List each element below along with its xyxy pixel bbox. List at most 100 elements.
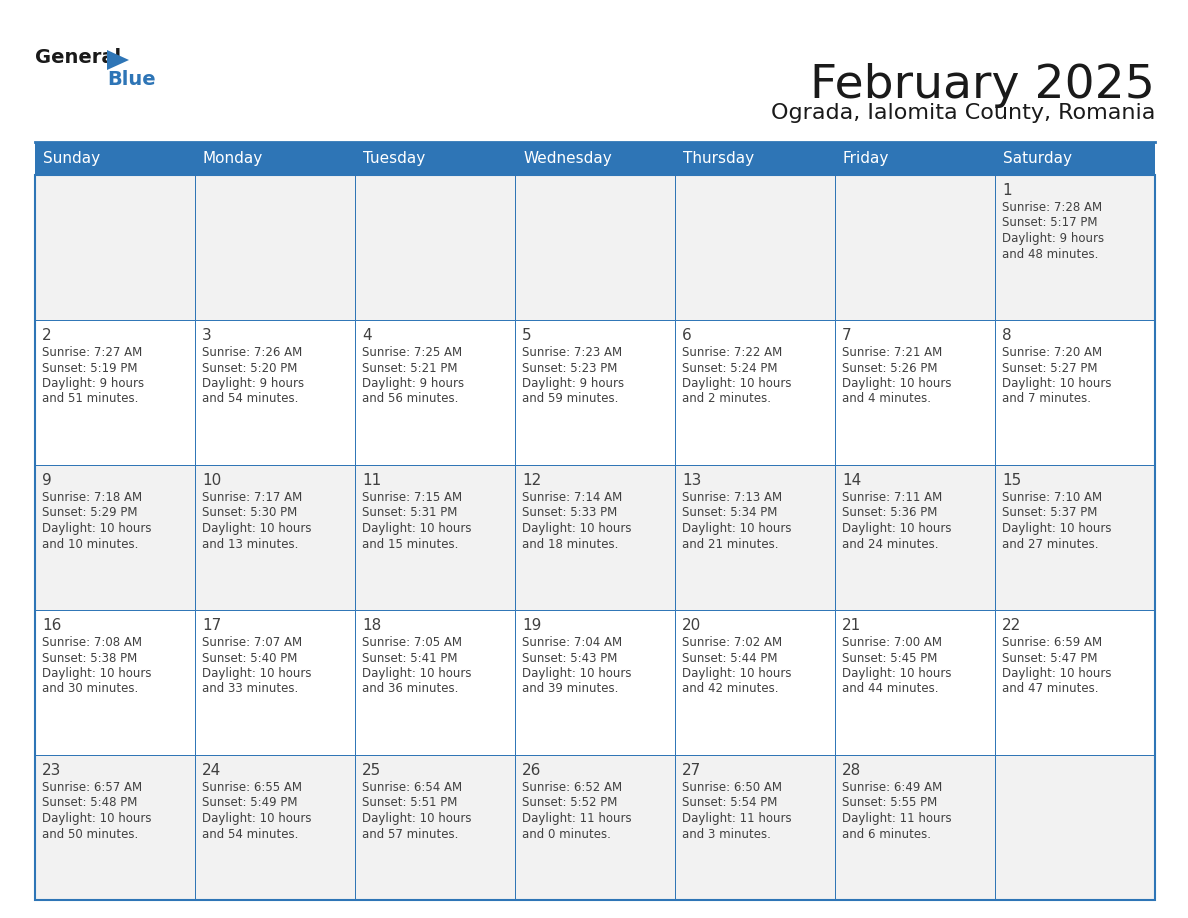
Bar [675, 320, 835, 465]
Text: 14: 14 [842, 473, 861, 488]
Text: Sunrise: 7:28 AM: Sunrise: 7:28 AM [1001, 201, 1102, 214]
Text: Sunrise: 7:20 AM: Sunrise: 7:20 AM [1001, 346, 1102, 359]
Text: Sunrise: 7:02 AM: Sunrise: 7:02 AM [682, 636, 782, 649]
Text: Sunset: 5:34 PM: Sunset: 5:34 PM [682, 507, 777, 520]
Text: Sunset: 5:27 PM: Sunset: 5:27 PM [1001, 362, 1098, 375]
Text: and 30 minutes.: and 30 minutes. [42, 682, 138, 696]
Text: and 21 minutes.: and 21 minutes. [682, 538, 778, 551]
Text: Sunrise: 7:11 AM: Sunrise: 7:11 AM [842, 491, 942, 504]
Text: 26: 26 [522, 763, 542, 778]
Text: 11: 11 [362, 473, 381, 488]
Text: 4: 4 [362, 328, 372, 343]
Text: and 54 minutes.: and 54 minutes. [202, 827, 298, 841]
Bar [516, 465, 675, 610]
Text: Sunset: 5:38 PM: Sunset: 5:38 PM [42, 652, 138, 665]
Text: Sunset: 5:31 PM: Sunset: 5:31 PM [362, 507, 457, 520]
Text: Sunset: 5:54 PM: Sunset: 5:54 PM [682, 797, 777, 810]
Text: Sunrise: 7:10 AM: Sunrise: 7:10 AM [1001, 491, 1102, 504]
Text: Daylight: 10 hours: Daylight: 10 hours [682, 522, 791, 535]
Text: Sunset: 5:47 PM: Sunset: 5:47 PM [1001, 652, 1098, 665]
Bar [34, 610, 195, 755]
Text: 8: 8 [1001, 328, 1012, 343]
Text: Sunrise: 6:50 AM: Sunrise: 6:50 AM [682, 781, 782, 794]
Text: Daylight: 10 hours: Daylight: 10 hours [202, 667, 311, 680]
Text: Daylight: 10 hours: Daylight: 10 hours [42, 522, 152, 535]
Text: 24: 24 [202, 763, 221, 778]
Text: and 4 minutes.: and 4 minutes. [842, 393, 931, 406]
Text: 2: 2 [42, 328, 51, 343]
Text: 13: 13 [682, 473, 701, 488]
Text: and 6 minutes.: and 6 minutes. [842, 827, 931, 841]
Text: Sunrise: 7:05 AM: Sunrise: 7:05 AM [362, 636, 462, 649]
Text: 19: 19 [522, 618, 542, 633]
Text: 28: 28 [842, 763, 861, 778]
Bar [835, 175, 996, 320]
Bar [675, 465, 835, 610]
Text: and 56 minutes.: and 56 minutes. [362, 393, 459, 406]
Text: and 36 minutes.: and 36 minutes. [362, 682, 459, 696]
Text: Sunset: 5:36 PM: Sunset: 5:36 PM [842, 507, 937, 520]
Text: and 33 minutes.: and 33 minutes. [202, 682, 298, 696]
Text: Sunset: 5:48 PM: Sunset: 5:48 PM [42, 797, 138, 810]
Text: Sunset: 5:44 PM: Sunset: 5:44 PM [682, 652, 777, 665]
Text: Daylight: 10 hours: Daylight: 10 hours [1001, 377, 1112, 390]
Bar [195, 755, 355, 900]
Text: 22: 22 [1001, 618, 1022, 633]
Text: Daylight: 9 hours: Daylight: 9 hours [42, 377, 144, 390]
Bar [355, 610, 516, 755]
Text: Daylight: 11 hours: Daylight: 11 hours [842, 812, 952, 825]
Text: Sunrise: 7:26 AM: Sunrise: 7:26 AM [202, 346, 302, 359]
Text: 16: 16 [42, 618, 62, 633]
Text: and 47 minutes.: and 47 minutes. [1001, 682, 1099, 696]
Text: 3: 3 [202, 328, 211, 343]
Text: Daylight: 9 hours: Daylight: 9 hours [522, 377, 624, 390]
Bar [195, 465, 355, 610]
Text: Sunset: 5:21 PM: Sunset: 5:21 PM [362, 362, 457, 375]
Text: Saturday: Saturday [1003, 151, 1072, 166]
Text: and 27 minutes.: and 27 minutes. [1001, 538, 1099, 551]
Text: Daylight: 10 hours: Daylight: 10 hours [362, 812, 472, 825]
Text: and 24 minutes.: and 24 minutes. [842, 538, 939, 551]
Text: Sunrise: 7:18 AM: Sunrise: 7:18 AM [42, 491, 143, 504]
Text: Sunrise: 7:07 AM: Sunrise: 7:07 AM [202, 636, 302, 649]
Text: and 13 minutes.: and 13 minutes. [202, 538, 298, 551]
Text: Tuesday: Tuesday [364, 151, 425, 166]
Text: Sunset: 5:51 PM: Sunset: 5:51 PM [362, 797, 457, 810]
Text: Sunset: 5:43 PM: Sunset: 5:43 PM [522, 652, 618, 665]
Text: Daylight: 10 hours: Daylight: 10 hours [202, 812, 311, 825]
Text: 6: 6 [682, 328, 691, 343]
Text: Daylight: 10 hours: Daylight: 10 hours [682, 667, 791, 680]
Text: 21: 21 [842, 618, 861, 633]
Text: and 18 minutes.: and 18 minutes. [522, 538, 619, 551]
Bar [195, 610, 355, 755]
Text: Ograda, Ialomita County, Romania: Ograda, Ialomita County, Romania [771, 103, 1155, 123]
Text: and 3 minutes.: and 3 minutes. [682, 827, 771, 841]
Bar [675, 610, 835, 755]
Text: Sunset: 5:52 PM: Sunset: 5:52 PM [522, 797, 618, 810]
Text: Daylight: 10 hours: Daylight: 10 hours [202, 522, 311, 535]
Bar [34, 175, 1155, 900]
Text: Daylight: 10 hours: Daylight: 10 hours [522, 667, 632, 680]
Text: and 0 minutes.: and 0 minutes. [522, 827, 611, 841]
Bar [675, 175, 835, 320]
Text: and 51 minutes.: and 51 minutes. [42, 393, 138, 406]
Text: Wednesday: Wednesday [523, 151, 612, 166]
Text: General: General [34, 48, 121, 67]
Text: 12: 12 [522, 473, 542, 488]
Text: Sunrise: 7:27 AM: Sunrise: 7:27 AM [42, 346, 143, 359]
Text: 9: 9 [42, 473, 52, 488]
Text: February 2025: February 2025 [810, 63, 1155, 108]
Text: and 59 minutes.: and 59 minutes. [522, 393, 619, 406]
Bar [675, 755, 835, 900]
Text: Sunrise: 6:59 AM: Sunrise: 6:59 AM [1001, 636, 1102, 649]
Text: Sunrise: 6:52 AM: Sunrise: 6:52 AM [522, 781, 623, 794]
Text: Sunset: 5:26 PM: Sunset: 5:26 PM [842, 362, 937, 375]
Text: Daylight: 10 hours: Daylight: 10 hours [42, 667, 152, 680]
Text: Sunrise: 7:04 AM: Sunrise: 7:04 AM [522, 636, 623, 649]
Text: Daylight: 9 hours: Daylight: 9 hours [1001, 232, 1104, 245]
Text: Sunrise: 7:25 AM: Sunrise: 7:25 AM [362, 346, 462, 359]
Text: Sunday: Sunday [43, 151, 100, 166]
Text: Sunset: 5:17 PM: Sunset: 5:17 PM [1001, 217, 1098, 230]
Bar [835, 610, 996, 755]
Text: Sunrise: 6:57 AM: Sunrise: 6:57 AM [42, 781, 143, 794]
